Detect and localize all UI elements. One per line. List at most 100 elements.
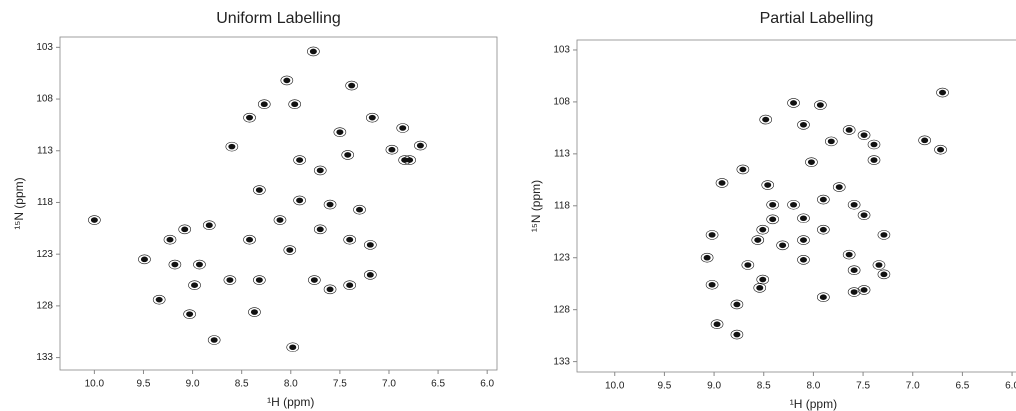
peak (850, 201, 858, 208)
peak-contour (341, 150, 355, 160)
peak (819, 196, 827, 203)
x-tick-label: 10.0 (605, 381, 625, 392)
peak (807, 159, 815, 165)
x-tick-label: 6.5 (955, 381, 969, 392)
peak (246, 114, 254, 121)
peak-contour (286, 342, 300, 353)
peak-contour (333, 127, 347, 137)
x-tick-label: 7.5 (856, 381, 870, 392)
peak (210, 337, 218, 343)
peak (744, 262, 752, 268)
y-tick-label: 118 (37, 197, 53, 208)
peak-contour (817, 224, 830, 235)
peak-contour (730, 329, 744, 340)
peak (326, 201, 334, 208)
peak-contour (353, 204, 366, 215)
peak-contour (824, 136, 838, 147)
peak (255, 277, 263, 283)
y-tick-label: 123 (553, 252, 570, 263)
peak-contour (797, 119, 810, 130)
y-tick-label: 133 (36, 352, 53, 363)
y-tick-label: 103 (36, 42, 53, 53)
peak-contour (293, 195, 306, 206)
peak (713, 321, 721, 328)
peak (191, 282, 199, 288)
peak (171, 261, 179, 268)
peak (228, 143, 236, 150)
peak-contour (257, 99, 271, 110)
x-tick-label: 8.5 (757, 381, 771, 392)
peak (181, 226, 189, 233)
peak (140, 256, 148, 263)
peak (276, 217, 284, 223)
peak (860, 132, 868, 138)
peak (346, 282, 354, 288)
peak (336, 129, 344, 135)
peak-contour (814, 100, 827, 110)
peak (880, 271, 888, 278)
peak-contour (877, 230, 891, 240)
peak-contour (797, 255, 810, 265)
x-tick-label: 6.0 (1005, 381, 1016, 392)
peak (310, 277, 318, 283)
y-tick-label: 108 (36, 94, 53, 105)
peak-contour (188, 280, 201, 290)
peak-contour (163, 234, 177, 245)
peak (186, 311, 194, 317)
peak-contour (766, 199, 779, 210)
peak (250, 309, 258, 315)
peak (260, 101, 268, 108)
peak-contour (934, 144, 947, 155)
peak-contour (414, 140, 427, 151)
peak (703, 254, 711, 261)
peak-contour (345, 80, 358, 91)
peak-contour (700, 252, 714, 263)
y-tick-label: 123 (36, 249, 53, 260)
peak-contour (741, 260, 755, 270)
peak (759, 276, 767, 283)
peak (155, 296, 163, 303)
peak-contour (253, 185, 266, 195)
peak-contour (273, 215, 287, 225)
peak-contour (225, 141, 239, 152)
x-tick-label: 8.5 (235, 379, 249, 390)
peak-contour (243, 112, 256, 123)
peak-contour (385, 144, 399, 155)
peak-contour (396, 123, 410, 133)
peak (875, 262, 883, 268)
peak (870, 157, 878, 163)
peak-contour (817, 194, 830, 205)
peak-contour (936, 87, 949, 98)
peak-contour (817, 292, 830, 303)
peak (90, 217, 98, 223)
peak (799, 121, 807, 128)
y-axis-label: ¹⁵N (ppm) (529, 180, 543, 232)
peak (708, 281, 716, 288)
peak (937, 146, 945, 153)
peak-contour (323, 199, 337, 210)
peak-contour (313, 224, 327, 235)
peak-contour (243, 234, 256, 245)
peak (759, 226, 767, 233)
peak-contour (308, 275, 321, 285)
peak-contour (138, 254, 151, 265)
peak-contour (842, 125, 856, 135)
peak-contour (736, 164, 750, 175)
peak-contour (867, 155, 881, 165)
y-tick-label: 133 (553, 356, 570, 367)
peak (368, 114, 376, 121)
peak-contour (715, 178, 729, 188)
peak-contour (248, 307, 261, 317)
y-tick-label: 128 (553, 304, 570, 315)
peak-contour (202, 220, 216, 231)
peak (860, 212, 868, 218)
peak (850, 289, 858, 295)
peak-contour (797, 235, 810, 245)
peak (289, 344, 297, 351)
x-tick-label: 7.0 (906, 381, 920, 392)
peak-contour (343, 280, 356, 290)
x-axis-label: ¹H (ppm) (790, 397, 837, 411)
peak (399, 125, 407, 131)
peak-contour (877, 269, 891, 280)
